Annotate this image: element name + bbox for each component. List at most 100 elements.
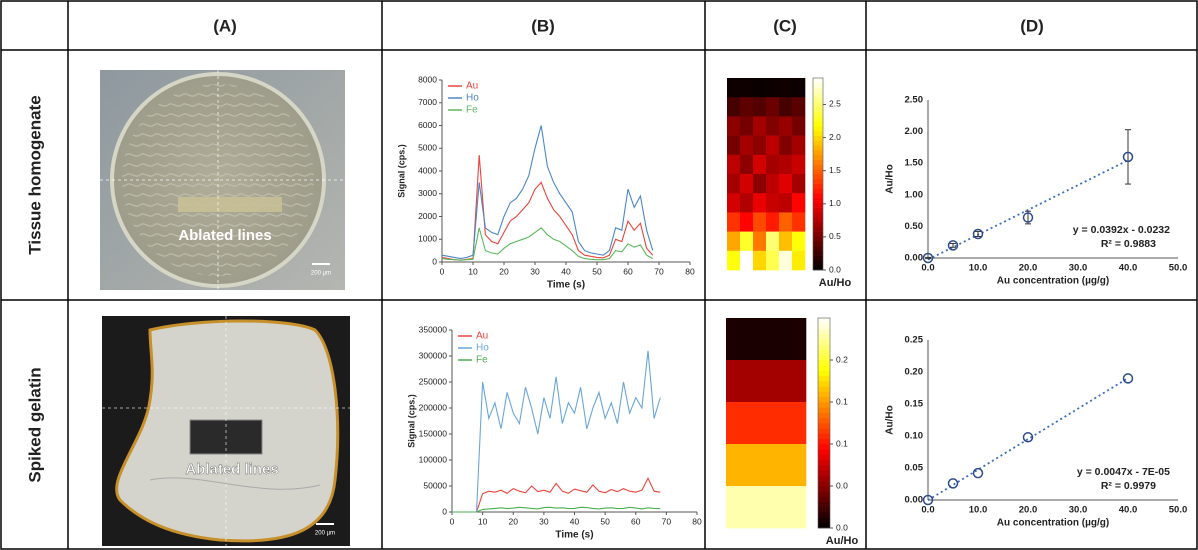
colorbar-tick-label: 0.1: [836, 438, 848, 448]
x-tick-label: 40: [561, 266, 571, 276]
heatmap-cell: [792, 231, 806, 252]
heatmap-cell: [740, 212, 754, 232]
colorbar-segment: [818, 496, 830, 503]
colorbar-segment: [818, 480, 830, 487]
y-tick-label: 6000: [418, 120, 437, 130]
x-tick-label: 30: [539, 516, 549, 526]
x-tick-label: 30.0: [1069, 505, 1088, 516]
y-tick-label: 5000: [418, 143, 437, 153]
colorbar-frame: [817, 317, 831, 529]
y-tick-label: 1000: [418, 234, 437, 244]
scale-bar-label: 200 µm: [311, 271, 331, 277]
colorbar-segment: [813, 82, 823, 88]
colorbar-segment: [818, 333, 830, 340]
heatmap-cell: [766, 135, 780, 156]
colorbar-segment: [818, 449, 830, 455]
colorbar-segment: [813, 130, 823, 136]
heatmap-cell: [727, 174, 741, 194]
heatmap-cell: [766, 193, 780, 213]
colorbar-segment: [818, 375, 830, 382]
colorbar-segment: [818, 459, 830, 466]
colorbar-tick-label: 1.0: [829, 198, 841, 208]
x-tick-label: 0.0: [921, 505, 934, 516]
x-tick-label: 60: [631, 516, 641, 526]
x-axis-title: Au concentration (µg/g): [997, 276, 1109, 287]
x-axis-title: Time (s): [547, 280, 585, 291]
series-line: [452, 506, 661, 513]
colorbar-segment: [818, 407, 830, 413]
heatmap-cell: [766, 116, 780, 136]
heatmap-cell: [792, 97, 806, 117]
colorbar-tick-label: 0.0: [836, 522, 848, 532]
colorbar-tick-label: 0.0: [829, 264, 841, 274]
x-tick-label: 60: [623, 266, 633, 276]
y-tick-label: 3000: [418, 188, 437, 198]
colorbar-segment: [818, 454, 830, 461]
colorbar-segment: [813, 78, 823, 84]
heatmap-cell: [779, 174, 793, 194]
image-annotation: Ablated lines: [185, 461, 278, 478]
heatmap-cell: [727, 193, 741, 213]
colorbar-segment: [813, 135, 823, 141]
x-tick-label: 10.0: [969, 263, 988, 274]
colorbar-segment: [818, 470, 830, 476]
heatmap-cell: [727, 250, 741, 271]
colorbar-tick-label: 0.1: [836, 396, 848, 406]
colorbar-title: Au/Ho: [819, 277, 852, 289]
colorbar-frame: [812, 77, 824, 271]
y-tick-label: 2.00: [905, 126, 924, 137]
trendline: [927, 377, 1129, 501]
micrograph: Ablated lines 200 µm: [102, 316, 350, 546]
data-point: [947, 240, 959, 251]
colorbar-segment: [813, 250, 823, 256]
heatmap-cell: [726, 360, 807, 403]
heatmap-cell: [779, 193, 793, 213]
heatmap-cell: [753, 231, 767, 252]
colorbar-segment: [813, 207, 823, 213]
heatmap-cell: [727, 212, 741, 232]
heatmap-cell: [766, 231, 780, 252]
x-tick-label: 0.0: [921, 263, 934, 274]
trendline: [927, 159, 1129, 261]
x-tick-label: 50.0: [1169, 505, 1188, 516]
x-tick-label: 40: [570, 516, 580, 526]
heatmap-cell: [792, 154, 806, 175]
colorbar-segment: [818, 402, 830, 408]
legend-label: Au: [466, 81, 478, 92]
y-tick-label: 0.05: [905, 463, 924, 474]
heatmap-cell: [792, 174, 806, 194]
colorbar-segment: [813, 255, 823, 261]
colorbar-segment: [813, 260, 823, 266]
heatmap-cell: [766, 154, 780, 175]
x-axis-title: Au concentration (µg/g): [997, 518, 1109, 529]
colorbar-segment: [813, 164, 823, 170]
colorbar-segment: [813, 106, 823, 112]
colorbar-tick-label: 0.0: [836, 480, 848, 490]
colorbar-segment: [813, 226, 823, 232]
colorbar-segment: [818, 386, 830, 392]
colorbar-segment: [813, 241, 823, 247]
row-label: Spiked gelatin: [25, 367, 44, 482]
x-tick-label: 50: [592, 266, 602, 276]
colorbar-segment: [818, 370, 830, 377]
heatmap-cell: [753, 116, 767, 136]
colorbar-segment: [813, 178, 823, 184]
colorbar-segment: [818, 417, 830, 424]
heatmap-cell: [779, 135, 793, 156]
x-tick-label: 80: [685, 266, 695, 276]
y-tick-label: 0: [442, 506, 447, 516]
heatmap-cell: [766, 97, 780, 117]
colorbar-segment: [813, 154, 823, 160]
colorbar-segment: [818, 323, 830, 329]
heatmap-cell: [740, 174, 754, 194]
colorbar-segment: [813, 222, 823, 228]
y-tick-label: 2000: [418, 211, 437, 221]
colorbar-segment: [818, 365, 830, 371]
colorbar-segment: [818, 423, 830, 429]
colorbar-segment: [813, 159, 823, 165]
heatmap-cell: [779, 212, 793, 232]
heatmap-cell: [740, 193, 754, 213]
y-tick-label: 2.50: [905, 95, 924, 106]
x-tick-label: 0: [450, 516, 455, 526]
